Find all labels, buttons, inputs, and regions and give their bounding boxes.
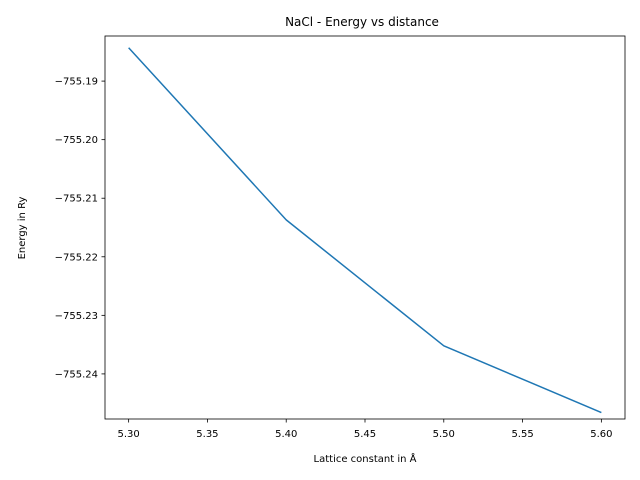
- x-axis-title: Lattice constant in Å: [314, 452, 417, 465]
- y-axis-title: Energy in Ry: [17, 197, 28, 260]
- y-tick-label: −755.22: [55, 252, 98, 263]
- x-tick-label: 5.45: [354, 429, 376, 440]
- y-tick-label: −755.21: [55, 194, 98, 205]
- x-tick-label: 5.55: [511, 429, 533, 440]
- y-tick-label: −755.23: [55, 311, 98, 322]
- y-tick-label: −755.24: [55, 369, 98, 380]
- y-axis-ticks: −755.19 −755.20 −755.21 −755.22 −755.23 −755.…: [55, 77, 105, 380]
- y-tick-label: −755.20: [55, 135, 98, 146]
- x-tick-label: 5.50: [433, 429, 455, 440]
- chart-title: NaCl - Energy vs distance: [285, 15, 439, 29]
- x-tick-label: 5.60: [590, 429, 612, 440]
- x-tick-label: 5.35: [196, 429, 218, 440]
- x-axis-ticks: 5.30 5.35 5.40 5.45 5.50 5.55 5.60: [118, 419, 612, 440]
- series-layer: [128, 47, 602, 414]
- plot-area-frame: [104, 35, 626, 420]
- series-line: [128, 47, 602, 414]
- x-tick-label: 5.30: [118, 429, 140, 440]
- y-tick-label: −755.19: [55, 77, 98, 88]
- x-tick-label: 5.40: [275, 429, 297, 440]
